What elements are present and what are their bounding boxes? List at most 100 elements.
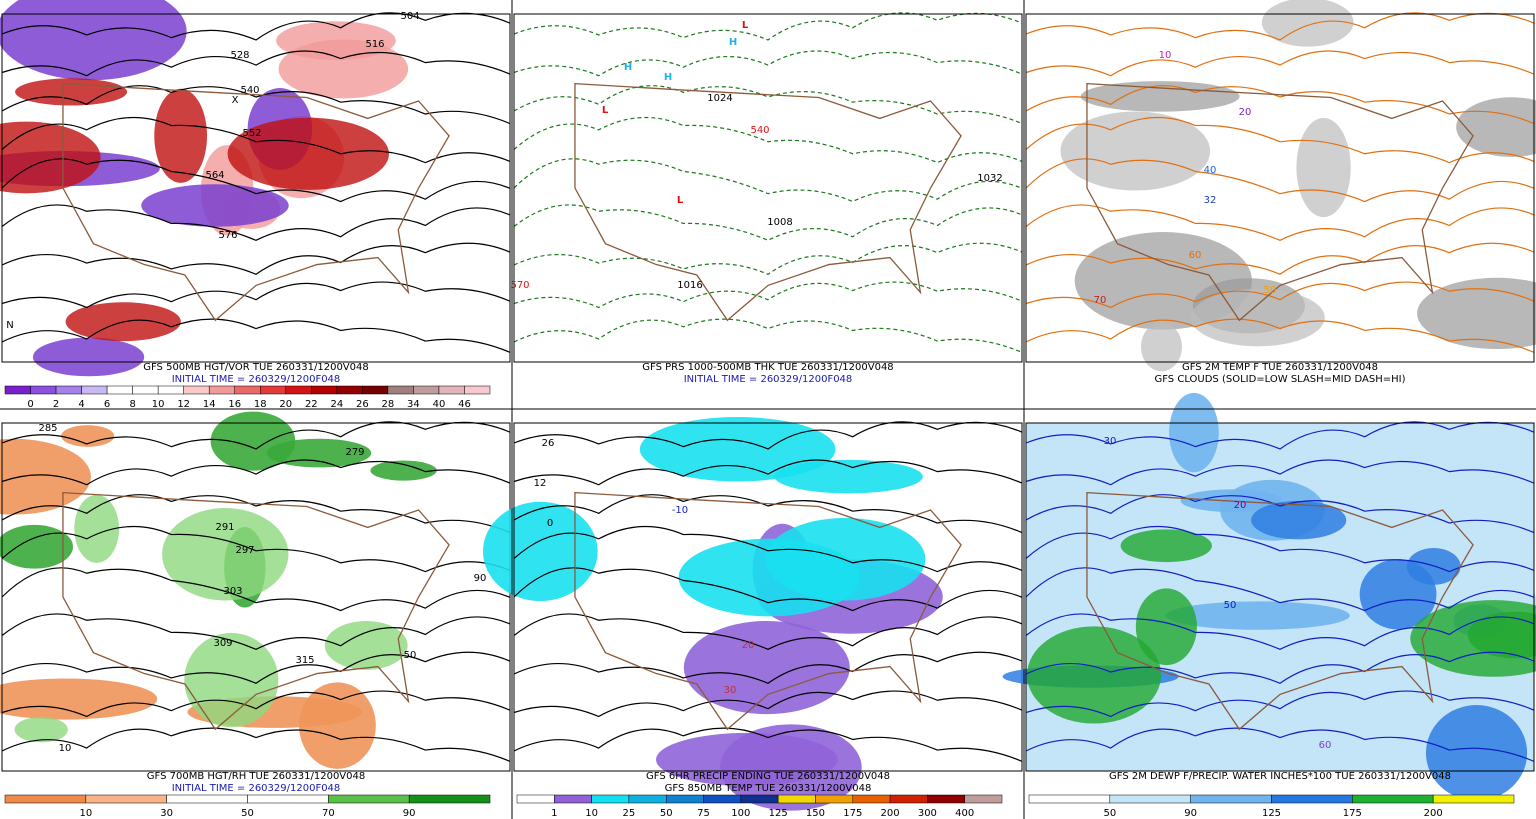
map-label: 50 xyxy=(1264,285,1277,296)
map-label: 285 xyxy=(38,423,57,434)
colorbar-label: 25 xyxy=(623,808,636,819)
colorbar-swatch xyxy=(628,794,667,804)
shaded-region xyxy=(1467,611,1536,659)
map-label: 504 xyxy=(400,11,419,22)
caption: GFS 850MB TEMP TUE 260331/1200V048 xyxy=(665,783,872,794)
map-label: X xyxy=(232,95,239,106)
shaded-region xyxy=(1135,588,1197,666)
shaded-region xyxy=(1417,277,1536,350)
colorbar-swatch xyxy=(516,794,555,804)
contour-line xyxy=(1025,727,1535,762)
map-label: 12 xyxy=(534,478,547,489)
contour-line xyxy=(1,651,511,684)
colorbar-swatch xyxy=(1190,794,1272,804)
contour-line xyxy=(513,651,1023,684)
colorbar-swatch xyxy=(852,794,891,804)
contour-line xyxy=(1025,281,1535,309)
contour-line xyxy=(1,690,511,718)
colorbar-swatch xyxy=(81,385,108,395)
colorbar-label: 175 xyxy=(843,808,862,819)
contour-line xyxy=(1,727,511,762)
colorbar-label: 28 xyxy=(382,399,395,410)
colorbar-label: 50 xyxy=(1103,808,1116,819)
colorbar-swatch xyxy=(408,794,491,804)
contour-line xyxy=(1,117,511,164)
shaded-region xyxy=(1060,111,1211,191)
contour-line xyxy=(1025,421,1535,450)
contour-line xyxy=(1025,690,1535,718)
map-label: 540 xyxy=(240,85,259,96)
map-label: 1024 xyxy=(707,93,732,104)
shaded-region xyxy=(1027,626,1162,724)
contour-line xyxy=(1025,242,1535,275)
shaded-region xyxy=(154,88,208,183)
colorbar-label: 18 xyxy=(254,399,267,410)
colorbar-label: 200 xyxy=(881,808,900,819)
map-label: 20 xyxy=(742,640,755,651)
contour-line xyxy=(513,204,1023,241)
colorbar-swatch xyxy=(311,385,338,395)
map-label: 1008 xyxy=(767,217,792,228)
colorbar-swatch xyxy=(106,385,133,395)
shaded-region xyxy=(0,438,91,515)
contour-line xyxy=(1025,204,1535,241)
caption: GFS 2M DEWP F/PRECIP. WATER INCHES*100 T… xyxy=(1109,771,1451,782)
state-borders xyxy=(574,491,962,731)
colorbar-swatch xyxy=(336,385,363,395)
contour-line xyxy=(1025,158,1535,203)
contour-line xyxy=(513,318,1023,353)
map-label: 279 xyxy=(345,447,364,458)
colorbar-swatch xyxy=(1028,794,1111,804)
shaded-region xyxy=(61,425,115,447)
panel: 285 279 291 297 303 309 315 10 50 90 GFS 700MB HGT… xyxy=(0,411,511,819)
colorbar-swatch xyxy=(85,794,167,804)
map-label: 30 xyxy=(724,685,737,696)
state-borders xyxy=(1086,82,1474,322)
colorbar-label: 2 xyxy=(53,399,59,410)
map-label: 60 xyxy=(1189,250,1202,261)
shaded-region xyxy=(370,460,437,481)
colorbar-swatch xyxy=(362,385,389,395)
map-label: 1032 xyxy=(977,173,1002,184)
colorbar-label: 300 xyxy=(918,808,937,819)
map xyxy=(1002,392,1536,801)
colorbar-label: 20 xyxy=(279,399,292,410)
map xyxy=(0,411,511,772)
colorbar-label: 16 xyxy=(228,399,241,410)
shaded-region xyxy=(1400,458,1496,512)
map-label: 10 xyxy=(59,743,72,754)
map xyxy=(513,12,1023,363)
colorbar-label: 175 xyxy=(1343,808,1362,819)
colorbar-label: 90 xyxy=(1184,808,1197,819)
colorbar-label: 14 xyxy=(203,399,216,410)
map-label: H xyxy=(624,62,632,73)
shaded-region xyxy=(683,620,850,715)
contour-line xyxy=(513,242,1023,275)
shaded-region xyxy=(0,678,158,720)
colorbar-swatch xyxy=(464,385,491,395)
state-borders xyxy=(62,82,450,322)
map-label: 90 xyxy=(474,573,487,584)
contour-line xyxy=(513,567,1023,612)
map-label: 297 xyxy=(235,545,254,556)
map-label: L xyxy=(742,20,749,31)
map-label: 40 xyxy=(1204,165,1217,176)
colorbar-swatch xyxy=(247,794,329,804)
colorbar-swatch xyxy=(1271,794,1353,804)
colorbar-swatch xyxy=(328,794,410,804)
colorbar-swatch xyxy=(387,385,414,395)
contour-line xyxy=(1,459,511,486)
map-frame xyxy=(1,422,511,772)
shaded-region xyxy=(162,508,289,601)
shaded-region xyxy=(278,39,409,99)
map-label: 516 xyxy=(365,39,384,50)
contour-line xyxy=(513,526,1023,573)
map-label: 564 xyxy=(205,170,224,181)
map xyxy=(0,0,511,377)
map-label: 10 xyxy=(1159,50,1172,61)
contour-line xyxy=(1025,651,1535,684)
contour-line xyxy=(513,690,1023,718)
colorbar-label: 75 xyxy=(697,808,710,819)
